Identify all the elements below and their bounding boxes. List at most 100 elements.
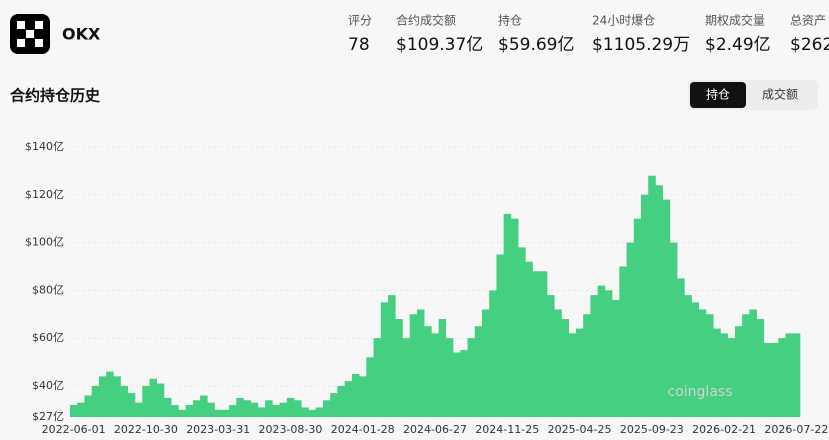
x-tick-label: 2023-08-30	[258, 423, 322, 436]
bar	[691, 302, 700, 417]
bar	[279, 402, 288, 417]
x-tick-label: 2023-03-31	[186, 423, 250, 436]
bar	[98, 376, 107, 417]
bar	[163, 397, 172, 417]
stat-value: $59.69亿	[498, 35, 574, 55]
bar	[344, 381, 353, 417]
bar	[229, 405, 237, 417]
bar	[127, 393, 136, 417]
bar	[301, 407, 309, 417]
y-tick-label: $60亿	[32, 331, 64, 344]
bar	[640, 194, 649, 417]
bar	[337, 385, 345, 417]
bar	[308, 409, 317, 417]
bar	[547, 295, 555, 417]
bar	[359, 376, 367, 417]
logo-mark	[17, 21, 43, 47]
bar	[243, 400, 251, 417]
bar	[272, 405, 280, 417]
bar	[380, 302, 389, 417]
bar	[539, 271, 548, 417]
bar	[84, 395, 92, 417]
bar	[792, 333, 801, 417]
bar	[633, 218, 642, 417]
stat-label: 持仓	[498, 13, 522, 28]
bar	[322, 400, 331, 417]
bar	[655, 185, 663, 417]
bar	[77, 402, 85, 417]
tab-active-bg[interactable]	[690, 82, 746, 108]
bar	[619, 266, 627, 417]
tab[interactable]: 持仓	[706, 87, 730, 102]
tab[interactable]: 成交额	[762, 87, 798, 102]
bar	[149, 378, 158, 417]
bar	[597, 285, 606, 417]
bar	[250, 402, 259, 417]
bar	[294, 400, 302, 417]
bar	[727, 338, 736, 417]
bar	[120, 385, 129, 417]
bar	[416, 309, 425, 417]
stat-value: $1105.29万	[592, 35, 690, 55]
bar	[604, 290, 613, 417]
x-tick-label: 2022-10-30	[114, 423, 178, 436]
bar	[402, 338, 411, 417]
bar	[207, 402, 215, 417]
bar	[713, 328, 721, 417]
bar	[91, 385, 100, 417]
watermark: coinglass	[668, 384, 733, 400]
bar	[265, 400, 273, 417]
x-tick-label: 2025-09-23	[620, 423, 684, 436]
bar	[778, 338, 786, 417]
bar	[612, 299, 620, 417]
bar	[113, 376, 121, 417]
stat-value: $262	[790, 35, 829, 55]
x-tick-label: 2024-01-28	[331, 423, 395, 436]
stat-value: $109.37亿	[396, 35, 483, 55]
y-tick-label: $140亿	[25, 140, 64, 153]
stat-value: $2.49亿	[705, 35, 771, 55]
exchange-name: OKX	[62, 25, 101, 44]
bar	[662, 199, 671, 417]
bar	[561, 319, 570, 417]
bar	[518, 247, 526, 417]
bar	[192, 400, 201, 417]
bar	[70, 405, 78, 417]
y-tick-label: $80亿	[32, 283, 64, 296]
bar	[135, 402, 143, 417]
bar	[684, 295, 692, 417]
bar	[106, 371, 114, 417]
bar	[221, 409, 230, 417]
bar	[388, 295, 396, 417]
bar	[510, 218, 519, 417]
bar	[749, 309, 757, 417]
bar	[257, 407, 266, 417]
bar	[431, 333, 439, 417]
bar	[677, 278, 685, 417]
x-tick-label: 2026-02-21	[692, 423, 756, 436]
bar	[481, 309, 490, 417]
bar	[214, 409, 223, 417]
section-title: 合约持仓历史	[9, 87, 101, 105]
y-tick-label: $100亿	[25, 236, 64, 249]
bar	[763, 342, 772, 417]
bar	[185, 405, 194, 417]
bar	[496, 254, 504, 417]
bar	[171, 405, 179, 417]
stat-label: 总资产	[790, 14, 826, 28]
x-tick-label: 2026-07-22	[764, 423, 828, 436]
bar	[424, 326, 432, 417]
bar	[489, 290, 497, 417]
bar	[330, 393, 338, 417]
bar	[366, 357, 374, 417]
bar	[771, 342, 779, 417]
bar	[742, 314, 750, 417]
bar	[474, 326, 483, 417]
bar	[351, 373, 360, 417]
bar	[568, 333, 577, 417]
bar	[626, 242, 635, 417]
bar	[756, 319, 765, 417]
bar	[286, 397, 295, 417]
